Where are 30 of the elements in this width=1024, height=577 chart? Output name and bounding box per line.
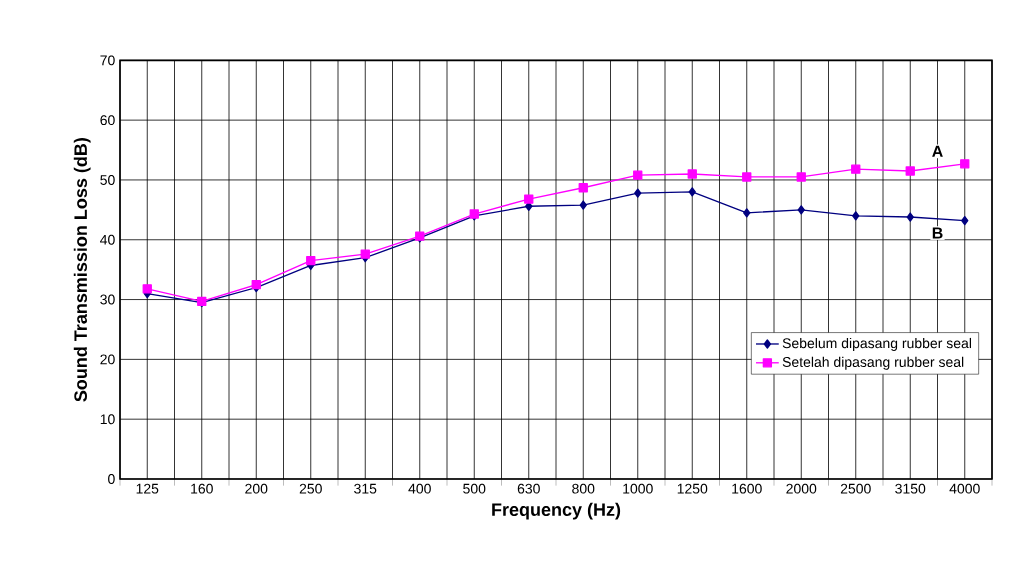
y-axis-title: Sound Transmission Loss (dB) xyxy=(73,138,91,402)
y-tick-label: 10 xyxy=(100,414,115,425)
x-tick-label: 500 xyxy=(463,483,486,494)
y-tick-label: 40 xyxy=(100,234,115,245)
x-tick-label: 3150 xyxy=(895,483,926,494)
x-tick-label: 125 xyxy=(136,483,159,494)
x-tick-label: 2500 xyxy=(840,483,871,494)
legend-label: Setelah dipasang rubber seal xyxy=(782,356,964,370)
x-tick-label: 200 xyxy=(245,483,268,494)
x-tick-label: 160 xyxy=(191,483,213,494)
x-tick-label: 315 xyxy=(354,483,377,494)
x-tick-label: 2000 xyxy=(786,483,817,494)
x-tick-label: 800 xyxy=(572,483,595,494)
x-tick-label: 1600 xyxy=(732,483,762,494)
annotation: A xyxy=(932,145,943,157)
y-tick-label: 0 xyxy=(108,474,115,484)
legend-label: Sebelum dipasang rubber seal xyxy=(782,337,972,351)
y-tick-label: 60 xyxy=(100,115,115,126)
y-tick-label: 20 xyxy=(100,354,115,365)
x-tick-label: 1250 xyxy=(677,483,708,494)
y-tick-label: 50 xyxy=(100,175,115,185)
x-tick-label: 4000 xyxy=(949,483,980,494)
x-tick-label: 1000 xyxy=(623,483,653,494)
x-tick-label: 400 xyxy=(408,483,431,494)
x-tick-label: 630 xyxy=(517,483,540,494)
annotation: B xyxy=(932,227,943,239)
x-tick-label: 250 xyxy=(299,483,322,494)
y-tick-label: 30 xyxy=(100,294,115,305)
x-axis-title: Frequency (Hz) xyxy=(492,502,621,520)
y-tick-label: 70 xyxy=(100,55,115,66)
